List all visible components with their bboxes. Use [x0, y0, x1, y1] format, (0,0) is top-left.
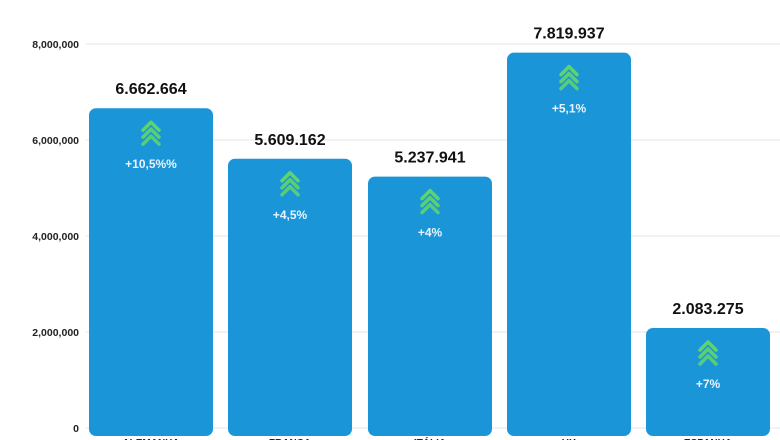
y-tick-label: 4,000,000 [32, 231, 79, 243]
chevron-up-icon [280, 185, 300, 197]
chevron-up-icon [420, 195, 440, 208]
bar-value-label: 7.819.937 [533, 26, 604, 43]
double-chevron-up-icon [559, 64, 579, 91]
y-tick-label: 0 [73, 423, 79, 435]
double-chevron-up-icon [141, 120, 161, 146]
chevron-up-icon [280, 178, 300, 190]
double-chevron-up-icon [280, 171, 300, 197]
chevron-up-icon [698, 354, 718, 366]
chevron-up-icon [559, 78, 579, 91]
chevron-up-icon [420, 188, 440, 201]
chevron-up-icon [559, 71, 579, 84]
x-category-label: UK [562, 438, 577, 440]
bar-change-label: +7% [696, 377, 721, 391]
chevron-up-icon [698, 347, 718, 359]
chevron-up-icon [420, 202, 440, 215]
bar-value-label: 6.662.664 [115, 81, 186, 98]
bar [228, 158, 352, 436]
bar-value-label: 2.083.275 [672, 301, 743, 318]
x-category-label: ALEMANHA [122, 438, 179, 440]
chevron-up-icon [141, 127, 161, 139]
x-axis-category-labels: ALEMANHA FRANÇA ITÁLIA UK ESPANHA [122, 436, 732, 440]
bar [368, 176, 492, 436]
bar-change-label: +4,5% [273, 208, 308, 222]
bar-labels: 6.662.664 +10,5%% 5.609.162 +4,5% 5.237.941 +… [115, 26, 743, 391]
bar [507, 52, 631, 436]
bar-change-label: +4% [418, 226, 443, 240]
bar-change-label: +10,5%% [125, 157, 177, 171]
y-tick-label: 2,000,000 [32, 327, 79, 339]
bar [646, 328, 770, 436]
bar-value-label: 5.609.162 [254, 132, 325, 149]
double-chevron-up-icon [420, 188, 440, 215]
chevron-up-icon [141, 120, 161, 132]
bar-change-label: +5,1% [552, 102, 587, 116]
chevron-up-icon [280, 171, 300, 183]
double-chevron-up-icon [698, 340, 718, 366]
chevron-up-icon [559, 64, 579, 77]
bars [89, 52, 770, 436]
chevron-up-icon [141, 134, 161, 146]
bar-value-label: 5.237.941 [394, 150, 465, 167]
x-category-label: ITÁLIA [414, 436, 446, 440]
chevron-up-icon [698, 340, 718, 352]
y-tick-label: 8,000,000 [32, 39, 79, 51]
bar [89, 108, 213, 436]
x-category-label: FRANÇA [269, 438, 311, 440]
y-axis-tick-labels: 0 2,000,000 4,000,000 6,000,000 8,000,000 [32, 39, 79, 435]
x-category-label: ESPANHA [684, 438, 732, 440]
y-tick-label: 6,000,000 [32, 135, 79, 147]
